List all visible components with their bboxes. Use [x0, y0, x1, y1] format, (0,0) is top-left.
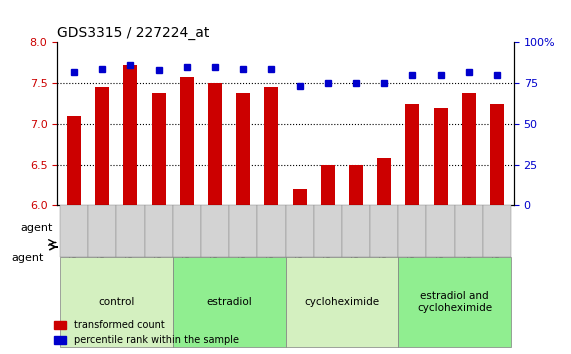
- Bar: [151, 93, 166, 205]
- FancyBboxPatch shape: [144, 205, 172, 257]
- FancyBboxPatch shape: [455, 205, 483, 257]
- Bar: [377, 158, 391, 205]
- FancyBboxPatch shape: [286, 205, 313, 257]
- FancyBboxPatch shape: [172, 257, 286, 347]
- Text: agent: agent: [21, 223, 53, 233]
- FancyBboxPatch shape: [286, 257, 399, 347]
- Text: estradiol: estradiol: [206, 297, 252, 307]
- FancyBboxPatch shape: [172, 205, 201, 257]
- FancyBboxPatch shape: [313, 205, 342, 257]
- Text: GDS3315 / 227224_at: GDS3315 / 227224_at: [57, 26, 210, 40]
- Bar: [236, 93, 250, 205]
- FancyBboxPatch shape: [399, 257, 511, 347]
- FancyBboxPatch shape: [116, 205, 144, 257]
- Text: cycloheximide: cycloheximide: [304, 297, 380, 307]
- Bar: [180, 77, 194, 205]
- FancyBboxPatch shape: [483, 205, 511, 257]
- FancyBboxPatch shape: [258, 205, 286, 257]
- Bar: [292, 189, 307, 205]
- Bar: [405, 104, 420, 205]
- Bar: [433, 108, 448, 205]
- FancyBboxPatch shape: [427, 205, 455, 257]
- FancyBboxPatch shape: [60, 257, 172, 347]
- FancyBboxPatch shape: [60, 205, 88, 257]
- Legend: transformed count, percentile rank within the sample: transformed count, percentile rank withi…: [51, 316, 243, 349]
- FancyBboxPatch shape: [88, 205, 116, 257]
- Bar: [208, 83, 222, 205]
- Bar: [321, 165, 335, 205]
- Bar: [123, 65, 138, 205]
- Bar: [490, 104, 504, 205]
- Bar: [462, 93, 476, 205]
- FancyBboxPatch shape: [201, 205, 229, 257]
- Bar: [264, 87, 279, 205]
- FancyBboxPatch shape: [229, 205, 258, 257]
- Text: control: control: [98, 297, 135, 307]
- Bar: [349, 165, 363, 205]
- Text: estradiol and
cycloheximide: estradiol and cycloheximide: [417, 291, 492, 313]
- Bar: [95, 87, 109, 205]
- FancyBboxPatch shape: [370, 205, 399, 257]
- Bar: [67, 116, 81, 205]
- FancyBboxPatch shape: [342, 205, 370, 257]
- FancyBboxPatch shape: [399, 205, 427, 257]
- Text: agent: agent: [11, 253, 44, 263]
